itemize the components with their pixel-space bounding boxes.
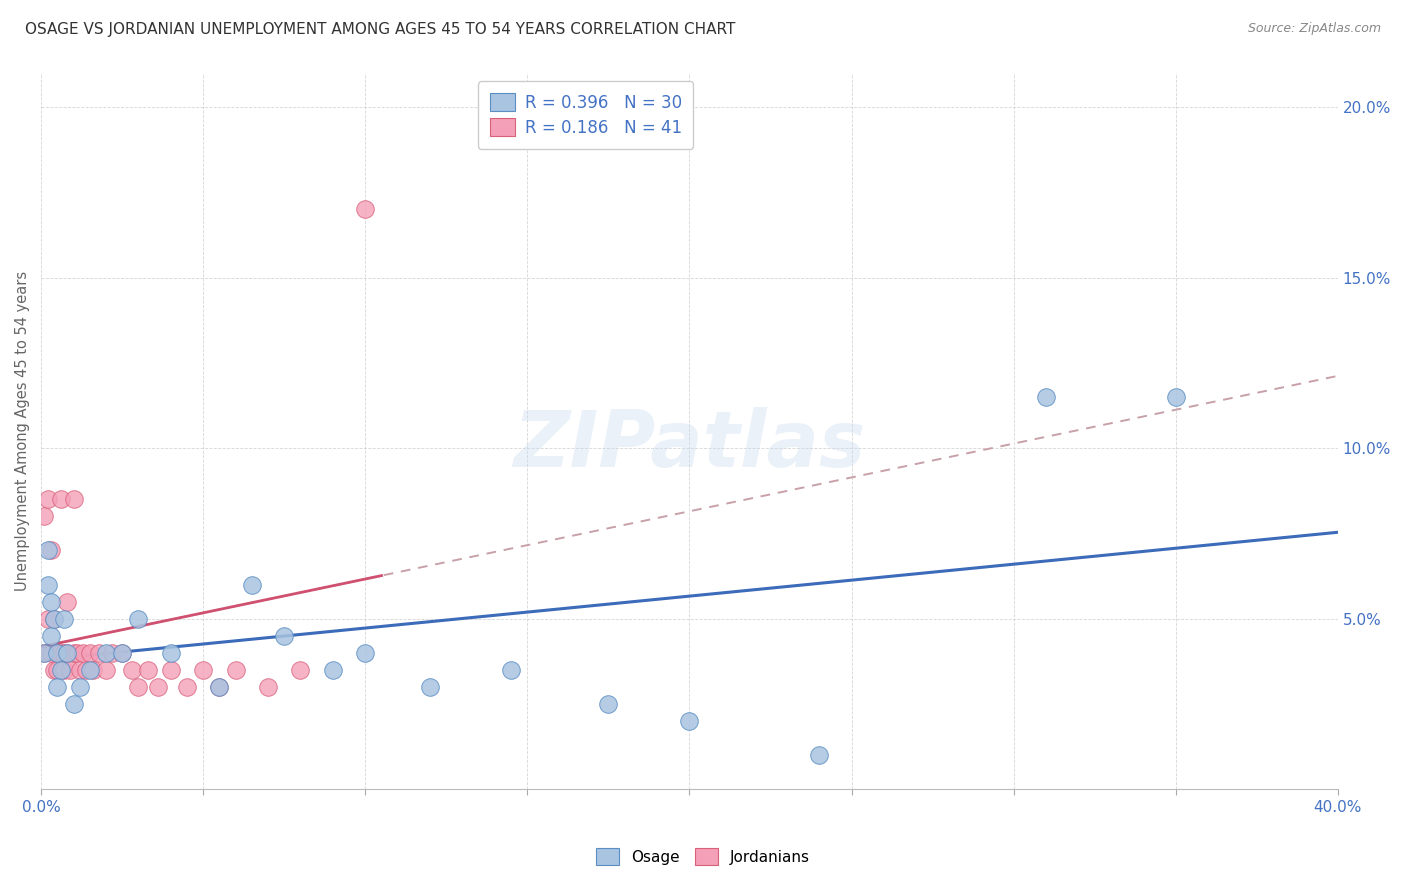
Point [159, 663, 181, 677]
Point [39, 629, 62, 643]
Point [49, 663, 72, 677]
Point [49, 492, 72, 507]
Text: OSAGE VS JORDANIAN UNEMPLOYMENT AMONG AGES 45 TO 54 YEARS CORRELATION CHART: OSAGE VS JORDANIAN UNEMPLOYMENT AMONG AG… [25, 22, 735, 37]
Point [127, 680, 149, 694]
Point [52, 612, 75, 626]
Y-axis label: Unemployment Among Ages 45 to 54 years: Unemployment Among Ages 45 to 54 years [15, 271, 30, 591]
Point [273, 629, 295, 643]
Point [808, 747, 831, 762]
Point [52, 663, 75, 677]
Point [82, 663, 104, 677]
Point [121, 663, 143, 677]
Point [42, 612, 65, 626]
Point [56, 594, 79, 608]
Point [146, 680, 169, 694]
Point [56, 646, 79, 660]
Point [37, 543, 59, 558]
Point [79, 663, 101, 677]
Point [59, 663, 82, 677]
Point [501, 663, 523, 677]
Point [49, 646, 72, 660]
Point [354, 202, 377, 217]
Point [94, 663, 117, 677]
Point [46, 663, 69, 677]
Point [46, 680, 69, 694]
Point [111, 646, 134, 660]
Point [193, 663, 215, 677]
Point [208, 680, 231, 694]
Text: Source: ZipAtlas.com: Source: ZipAtlas.com [1247, 22, 1381, 36]
Point [39, 543, 62, 558]
Point [79, 646, 101, 660]
Point [46, 646, 69, 660]
Legend: R = 0.396   N = 30, R = 0.186   N = 41: R = 0.396 N = 30, R = 0.186 N = 41 [478, 81, 693, 149]
Point [69, 680, 91, 694]
Point [89, 646, 111, 660]
Point [34, 646, 56, 660]
Point [37, 612, 59, 626]
Point [34, 646, 56, 660]
Point [1035, 390, 1057, 404]
Point [127, 612, 149, 626]
Point [37, 577, 59, 591]
Point [52, 646, 75, 660]
Point [159, 646, 181, 660]
Point [240, 577, 263, 591]
Point [62, 646, 84, 660]
Point [678, 714, 700, 728]
Point [56, 646, 79, 660]
Point [39, 646, 62, 660]
Text: ZIPatlas: ZIPatlas [513, 408, 866, 483]
Legend: Osage, Jordanians: Osage, Jordanians [589, 842, 817, 871]
Point [46, 646, 69, 660]
Point [62, 492, 84, 507]
Point [42, 663, 65, 677]
Point [176, 680, 198, 694]
Point [419, 680, 441, 694]
Point [69, 663, 91, 677]
Point [354, 646, 377, 660]
Point [111, 646, 134, 660]
Point [62, 697, 84, 711]
Point [39, 594, 62, 608]
Point [34, 509, 56, 524]
Point [1164, 390, 1187, 404]
Point [290, 663, 312, 677]
Point [322, 663, 344, 677]
Point [76, 663, 98, 677]
Point [598, 697, 620, 711]
Point [257, 680, 280, 694]
Point [136, 663, 159, 677]
Point [208, 680, 231, 694]
Point [37, 492, 59, 507]
Point [94, 646, 117, 660]
Point [66, 646, 89, 660]
Point [42, 612, 65, 626]
Point [72, 646, 94, 660]
Point [101, 646, 124, 660]
Point [225, 663, 247, 677]
